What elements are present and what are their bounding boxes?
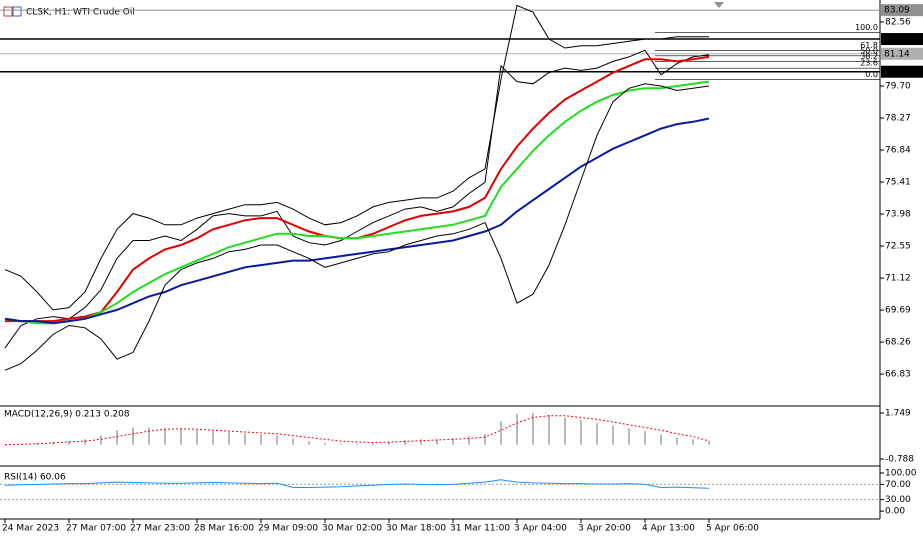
x-tick-label: 31 Mar 11:00 [450,524,510,534]
macd-bar [404,440,406,445]
macd-bar [164,428,166,445]
macd-bar [116,430,118,445]
y-tick-label: 78.27 [885,114,911,124]
y-tick-label: 100.00 [885,468,917,478]
x-tick-label: 28 Mar 16:00 [194,524,254,534]
macd-bar [84,439,86,445]
macd-bar [612,425,614,445]
macd-bar [580,420,582,445]
x-tick-label: 30 Mar 02:00 [322,524,382,534]
price-label-box [881,4,923,17]
y-tick-label: 70.00 [885,480,911,490]
x-tick-label: 29 Mar 09:00 [258,524,318,534]
x-tick-label: 30 Mar 18:00 [386,524,446,534]
macd-bar [628,428,630,445]
price-label: 81.14 [884,49,910,59]
series-line [4,4,709,311]
y-tick-label: 69.69 [885,306,911,316]
price-label: 81.80 [884,35,910,45]
macd-bar [196,430,198,445]
y-tick-label: 66.83 [885,370,911,380]
macd-bar [676,437,678,445]
y-tick-label: 0.00 [885,507,905,517]
macd-bar [468,436,470,445]
fibo-label: 100.0 [855,23,878,32]
y-tick-label: 82.56 [885,18,911,28]
macd-bar [548,414,550,445]
y-tick-label: 75.41 [885,178,911,188]
macd-bar [692,439,694,445]
y-tick-label: 79.70 [885,82,911,92]
price-label-box [881,33,923,46]
series-line [4,415,710,446]
macd-bar [292,438,294,445]
macd-bar [132,427,134,445]
macd-bar [356,443,358,445]
macd-bar [644,431,646,445]
series-line [4,49,710,349]
macd-bar [596,422,598,445]
icon [12,6,22,17]
macd-bar [324,442,326,445]
macd-bar [244,433,246,445]
macd-bar [308,441,310,445]
y-tick-label: -0.788 [885,454,914,464]
macd-bar [372,442,374,445]
macd-bar [388,441,390,445]
price-label-box [881,65,923,78]
y-tick-label: 71.12 [885,274,911,284]
fibo-label: 23.6 [860,59,878,68]
x-tick-label: 4 Apr 13:00 [642,524,695,534]
y-tick-label: 73.98 [885,210,911,220]
macd-bar [260,434,262,445]
macd-bar [228,432,230,445]
macd-bar [276,435,278,445]
macd-bar [516,413,518,445]
macd-bar [564,417,566,445]
x-tick-label: 27 Mar 23:00 [130,524,190,534]
x-tick-label: 3 Apr 20:00 [578,524,631,534]
macd-bar [708,440,710,445]
price-label-box [881,47,923,60]
price-label: 80.34 [884,67,910,77]
macd-bar [100,435,102,445]
x-tick-label: 3 Apr 04:00 [514,524,567,534]
fibo-label: 61.8 [860,41,878,50]
indicator-title: MACD(12,26,9) 0.213 0.208 [4,410,130,420]
macd-bar [452,438,454,445]
fibo-label: 0.0 [865,70,878,79]
y-tick-label: 1.749 [885,409,911,419]
macd-bar [660,434,662,445]
fibo-label: 38.2 [860,52,878,61]
x-tick-label: 24 Mar 2023 [2,524,59,534]
macd-bar [68,441,70,445]
macd-bar [180,429,182,445]
series-line [4,479,710,489]
x-tick-label: 27 Mar 07:00 [66,524,126,534]
macd-bar [436,439,438,445]
fibo-label: 50.0 [860,46,878,55]
y-tick-label: 68.26 [885,338,911,348]
macd-bar [148,427,150,445]
series-line [4,83,710,371]
series-line [4,117,710,325]
macd-bar [484,433,486,445]
chart-title: CLSK, H1: WTI Crude Oil [26,8,135,18]
price-label: 83.09 [884,6,910,16]
macd-bar [500,421,502,445]
x-tick-label: 5 Apr 06:00 [706,524,759,534]
series-line [4,80,710,325]
y-tick-label: 30.00 [885,495,911,505]
icon [3,6,13,17]
macd-bar [532,412,534,445]
macd-bar [340,443,342,445]
y-tick-label: 76.84 [885,146,911,156]
indicator-title: RSI(14) 60.06 [4,473,66,483]
macd-bar [420,439,422,445]
macd-bar [212,431,214,445]
y-tick-label: 72.55 [885,242,911,252]
shift-marker [714,2,724,8]
